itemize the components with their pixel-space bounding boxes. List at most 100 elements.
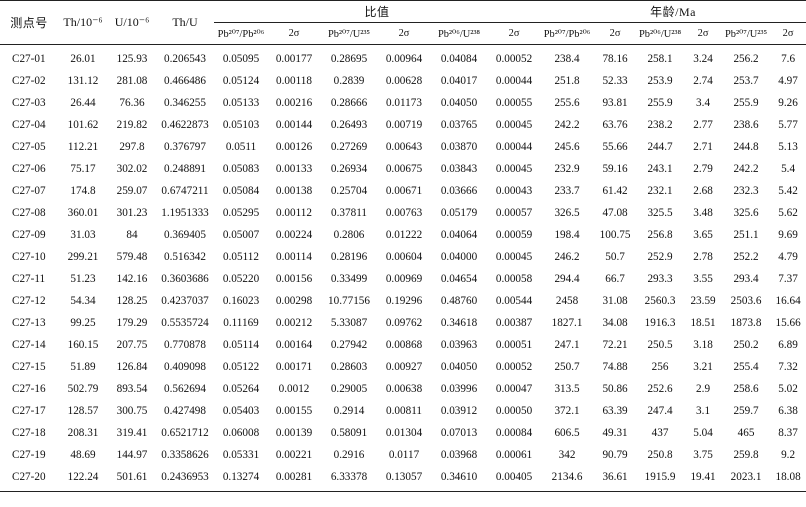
value-cell: 51.89 <box>70 361 96 373</box>
value-cell: 0.01173 <box>386 97 422 109</box>
value-cell: 0.05007 <box>222 229 260 241</box>
value-cell: 0.03996 <box>440 383 478 395</box>
table-row: C27-15 51.89 126.84 0.409098 0.05122 0.00171 0… <box>0 356 806 378</box>
value-cell: 0.00055 <box>495 97 533 109</box>
value-cell: 0.00052 <box>495 361 533 373</box>
value-cell: 48.69 <box>70 449 96 461</box>
value-cell: 4.97 <box>778 75 798 87</box>
value-cell: 0.00164 <box>275 339 313 351</box>
value-cell: 0.00155 <box>275 405 313 417</box>
value-cell: 36.61 <box>602 471 628 483</box>
value-cell: 0.13057 <box>385 471 423 483</box>
value-cell: 1.1951333 <box>161 207 209 219</box>
value-cell: 0.11169 <box>223 317 259 329</box>
value-cell: 99.25 <box>70 317 96 329</box>
table-row: C27-20 122.24 501.61 0.2436953 0.13274 0.0028… <box>0 466 806 492</box>
value-cell: 0.409098 <box>164 361 206 373</box>
value-cell: 54.34 <box>70 295 96 307</box>
value-cell: 313.5 <box>554 383 580 395</box>
value-cell: 0.34610 <box>440 471 478 483</box>
value-cell: 0.05220 <box>222 273 260 285</box>
spot-id-cell: C27-02 <box>12 75 46 87</box>
value-cell: 1916.3 <box>644 317 676 329</box>
value-cell: 0.04000 <box>440 251 478 263</box>
value-cell: 502.79 <box>67 383 99 395</box>
table-body: C27-01 26.01 125.93 0.206543 0.05095 0.00177 0… <box>0 45 806 492</box>
value-cell: 0.00171 <box>275 361 313 373</box>
spot-id-cell: C27-11 <box>12 273 46 285</box>
value-cell: 2458 <box>555 295 579 307</box>
value-cell: 0.00224 <box>275 229 313 241</box>
value-cell: 297.8 <box>119 141 145 153</box>
value-cell: 238.6 <box>733 119 759 131</box>
value-cell: 0.248891 <box>164 163 206 175</box>
value-cell: 63.39 <box>602 405 628 417</box>
value-cell: 0.00045 <box>495 119 533 131</box>
age-pb207-u235-header: Pb²⁰⁷/U²³⁵ <box>724 28 768 40</box>
value-cell: 0.00044 <box>495 141 533 153</box>
value-cell: 0.05103 <box>222 119 260 131</box>
value-cell: 0.00156 <box>275 273 313 285</box>
value-cell: 93.81 <box>602 97 628 109</box>
value-cell: 198.4 <box>554 229 580 241</box>
value-cell: 50.7 <box>605 251 625 263</box>
table-row: C27-14 160.15 207.75 0.770878 0.05114 0.00164… <box>0 334 806 356</box>
value-cell: 293.3 <box>647 273 673 285</box>
value-cell: 5.62 <box>778 207 798 219</box>
value-cell: 0.01304 <box>385 427 423 439</box>
table-row: C27-04 101.62 219.82 0.4622873 0.05103 0.0014… <box>0 114 806 136</box>
value-cell: 242.2 <box>733 163 759 175</box>
value-cell: 0.00675 <box>385 163 423 175</box>
table-row: C27-11 51.23 142.16 0.3603686 0.05220 0.00156… <box>0 268 806 290</box>
value-cell: 0.05083 <box>222 163 260 175</box>
value-cell: 0.00671 <box>385 185 423 197</box>
table-row: C27-03 26.44 76.36 0.346255 0.05133 0.00216 0.… <box>0 92 806 114</box>
ratio-pb206-u238-header: Pb²⁰⁶/U²³⁸ <box>437 28 481 40</box>
value-cell: 0.00043 <box>495 185 533 197</box>
value-cell: 128.25 <box>116 295 148 307</box>
value-cell: 2.79 <box>693 163 713 175</box>
table-row: C27-16 502.79 893.54 0.562694 0.05264 0.0012 0… <box>0 378 806 400</box>
value-cell: 0.6521712 <box>161 427 209 439</box>
age-sigma-header: 2σ <box>782 28 794 39</box>
value-cell: 301.23 <box>116 207 148 219</box>
value-cell: 0.05112 <box>223 251 259 263</box>
value-cell: 437 <box>651 427 669 439</box>
header-row-2: Pb²⁰⁷/Pb²⁰⁶ 2σ Pb²⁰⁷/U²³⁵ 2σ Pb²⁰⁶/U²³⁸ … <box>0 23 806 45</box>
value-cell: 233.7 <box>554 185 580 197</box>
spot-id-cell: C27-01 <box>12 53 46 65</box>
value-cell: 302.02 <box>116 163 148 175</box>
value-cell: 0.00405 <box>495 471 533 483</box>
value-cell: 0.05295 <box>222 207 260 219</box>
value-cell: 0.00061 <box>495 449 533 461</box>
value-cell: 232.1 <box>647 185 673 197</box>
value-cell: 9.69 <box>778 229 798 241</box>
value-cell: 372.1 <box>554 405 580 417</box>
value-cell: 90.79 <box>602 449 628 461</box>
value-cell: 0.03912 <box>440 405 478 417</box>
value-cell: 256 <box>651 361 669 373</box>
value-cell: 219.82 <box>116 119 148 131</box>
value-cell: 208.31 <box>67 427 99 439</box>
spot-id-cell: C27-08 <box>12 207 46 219</box>
value-cell: 293.4 <box>733 273 759 285</box>
value-cell: 0.562694 <box>164 383 206 395</box>
table-row: C27-19 48.69 144.97 0.3358626 0.05331 0.00221… <box>0 444 806 466</box>
value-cell: 3.24 <box>693 53 713 65</box>
value-cell: 579.48 <box>116 251 148 263</box>
value-cell: 0.00133 <box>275 163 313 175</box>
value-cell: 0.37811 <box>331 207 367 219</box>
value-cell: 126.84 <box>116 361 148 373</box>
value-cell: 0.6747211 <box>161 185 209 197</box>
value-cell: 0.3358626 <box>161 449 209 461</box>
value-cell: 3.48 <box>693 207 713 219</box>
ratio-group-header: 比值 <box>214 0 541 23</box>
value-cell: 51.23 <box>70 273 96 285</box>
value-cell: 0.2916 <box>333 449 365 461</box>
value-cell: 501.61 <box>116 471 148 483</box>
value-cell: 0.05264 <box>222 383 260 395</box>
value-cell: 0.00112 <box>276 207 312 219</box>
value-cell: 252.2 <box>733 251 759 263</box>
value-cell: 0.00927 <box>385 361 423 373</box>
age-pb206-u238-header: Pb²⁰⁶/U²³⁸ <box>638 28 682 40</box>
